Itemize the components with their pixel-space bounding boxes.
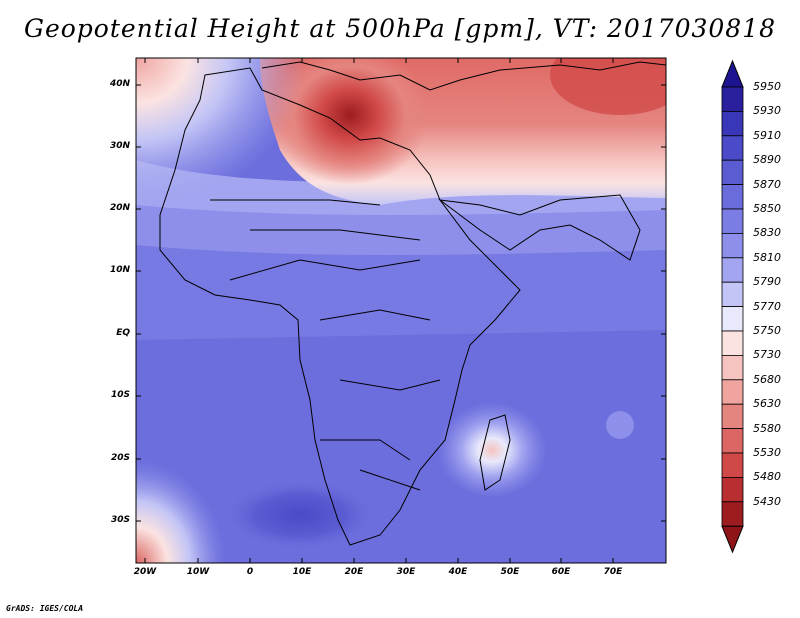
colorbar-segment	[721, 501, 744, 527]
colorbar	[721, 59, 744, 554]
lon-label: 10W	[186, 567, 210, 577]
colorbar-segment	[721, 476, 744, 503]
colorbar-label: 5530	[753, 446, 781, 459]
colorbar-label: 5730	[753, 348, 781, 362]
colorbar-top-arrow	[721, 59, 744, 88]
map-frame	[135, 57, 667, 564]
colorbar-segment	[721, 281, 744, 308]
lat-label: 30S	[110, 515, 130, 525]
east-high	[606, 411, 634, 439]
lon-label: 70E	[603, 567, 623, 577]
colorbar-label: 5930	[753, 104, 781, 118]
lat-label: 20S	[110, 453, 130, 463]
trough-center	[270, 58, 430, 185]
colorbar-segment	[721, 452, 744, 478]
madagascar-high	[437, 402, 547, 498]
colorbar-segment	[721, 306, 744, 332]
northwest-corner	[136, 58, 306, 208]
colorbar-label: 5790	[753, 275, 781, 289]
colorbar-segment	[721, 379, 744, 405]
colorbar-bottom-arrow	[721, 525, 744, 554]
lon-label: 20E	[344, 567, 364, 577]
lon-label: 50E	[500, 567, 520, 577]
colorbar-segment	[721, 184, 744, 210]
colorbar-segment	[721, 111, 744, 137]
colorbar-segment	[721, 86, 744, 112]
southwest-corner	[136, 460, 226, 563]
colorbar-label: 5950	[753, 80, 781, 93]
colorbar-label: 5430	[753, 494, 781, 508]
colorbar-label: 5890	[753, 153, 781, 167]
madagascar-coast	[479, 414, 511, 491]
colorbar-label: 5850	[753, 202, 781, 215]
height-field	[136, 58, 666, 563]
lon-label: 20W	[133, 567, 157, 577]
colorbar-label: 5580	[753, 421, 781, 435]
colorbar-segment	[721, 159, 744, 185]
coastlines	[159, 61, 666, 546]
colorbar-segment	[721, 232, 744, 259]
arabia-india-coast	[438, 194, 641, 261]
colorbar-segment	[721, 257, 744, 283]
lat-label: 30N	[109, 141, 130, 151]
colorbar-segment	[721, 135, 744, 161]
colorbar-label: 5810	[753, 250, 781, 264]
country-borders	[210, 199, 441, 491]
colorbar-label: 5910	[753, 128, 781, 142]
north-coast	[261, 61, 666, 91]
colorbar-segment	[721, 330, 744, 356]
colorbar-label: 5680	[753, 372, 781, 386]
southern-low	[225, 480, 375, 550]
africa-coast	[159, 67, 521, 546]
lat-label: 40N	[109, 79, 130, 89]
colorbar-segment	[721, 354, 744, 381]
lon-label: 40E	[448, 567, 468, 577]
lat-label: EQ	[116, 328, 130, 338]
lon-label: 60E	[551, 567, 571, 577]
lon-label: 10E	[292, 567, 312, 577]
colorbar-label: 5480	[753, 470, 781, 484]
colorbar-label: 5630	[753, 397, 781, 411]
colorbar-segment	[721, 403, 744, 430]
colorbar-segment	[721, 428, 744, 454]
grads-credit: GrADS: IGES/COLA	[6, 604, 84, 613]
colorbar-label: 5750	[753, 324, 781, 337]
lat-label: 10S	[110, 390, 130, 400]
colorbar-label: 5770	[753, 299, 781, 313]
colorbar-label: 5830	[753, 226, 781, 240]
axis-ticks	[136, 58, 666, 563]
northeast-trough	[550, 58, 666, 115]
colorbar-segment	[721, 208, 744, 234]
lat-label: 20N	[109, 203, 130, 213]
lon-label: 30E	[396, 567, 416, 577]
colorbar-label: 5870	[753, 177, 781, 191]
lat-label: 10N	[109, 265, 130, 275]
map-title: Geopotential Height at 500hPa [gpm], VT:…	[23, 14, 777, 43]
lon-label: 0	[246, 567, 254, 577]
